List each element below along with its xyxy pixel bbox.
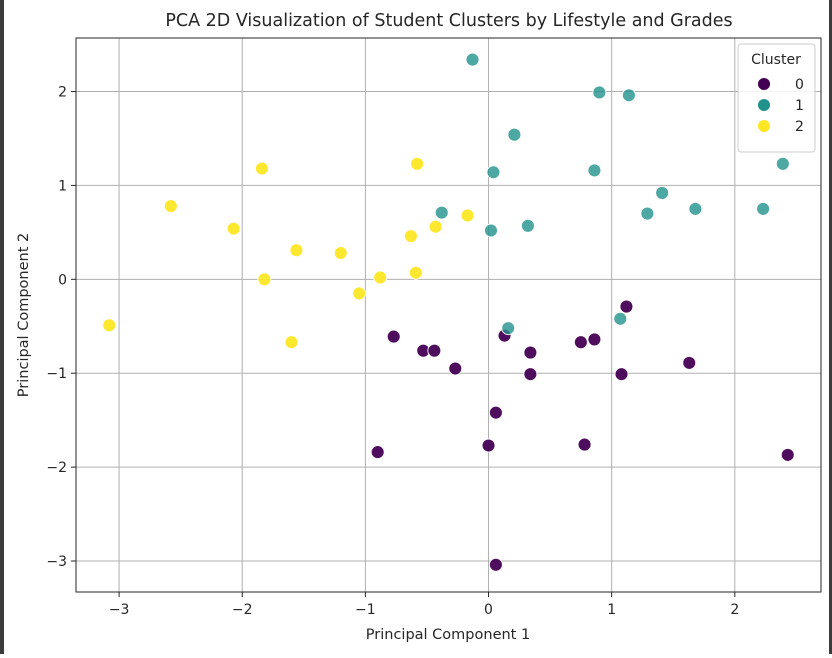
data-point-cluster-1	[640, 206, 655, 221]
x-tick-label: −2	[232, 602, 253, 618]
data-point-cluster-0	[370, 445, 385, 460]
data-point-cluster-2	[410, 156, 425, 171]
window-right-border	[829, 0, 832, 654]
data-point-cluster-0	[523, 367, 538, 382]
data-point-cluster-0	[614, 367, 629, 382]
legend-marker-2	[757, 119, 771, 133]
data-point-cluster-0	[573, 335, 588, 350]
data-point-cluster-1	[484, 223, 498, 238]
data-point-cluster-1	[655, 185, 670, 200]
data-point-cluster-1	[756, 201, 771, 216]
x-axis-ticks: −3 −2 −1 0 1 2	[109, 592, 739, 618]
data-point-cluster-0	[577, 437, 592, 452]
x-tick-label: 2	[730, 602, 739, 618]
legend-marker-1	[757, 98, 771, 112]
x-tick-label: 1	[607, 602, 616, 618]
data-point-cluster-1	[501, 321, 516, 336]
data-point-cluster-1	[592, 85, 607, 100]
y-tick-label: 0	[58, 272, 67, 288]
data-point-cluster-1	[520, 218, 535, 233]
data-point-cluster-0	[682, 355, 697, 370]
chart-title: PCA 2D Visualization of Student Clusters…	[165, 11, 732, 31]
scatter-points	[102, 52, 795, 572]
plot-area-frame	[75, 37, 822, 593]
y-tick-label: 2	[58, 85, 67, 101]
window-left-border	[0, 0, 4, 654]
data-point-cluster-2	[289, 243, 304, 258]
data-point-cluster-2	[403, 229, 418, 244]
data-point-cluster-2	[352, 286, 367, 301]
data-point-cluster-0	[619, 299, 634, 314]
x-axis-label: Principal Component 1	[366, 627, 530, 643]
legend-title: Cluster	[751, 52, 801, 68]
legend-entries: 0 1 2	[757, 77, 804, 135]
data-point-cluster-1	[621, 88, 636, 103]
y-tick-label: 1	[58, 178, 67, 194]
data-point-cluster-0	[587, 332, 602, 347]
x-tick-label: −3	[109, 602, 130, 618]
data-point-cluster-0	[523, 345, 538, 360]
data-point-cluster-1	[587, 163, 602, 178]
data-point-cluster-2	[408, 265, 423, 280]
x-tick-label: 0	[484, 602, 493, 618]
y-tick-label: −1	[46, 366, 67, 382]
data-point-cluster-0	[481, 438, 496, 453]
data-point-cluster-2	[373, 270, 388, 285]
data-point-cluster-1	[688, 201, 703, 216]
data-point-cluster-2	[254, 161, 269, 176]
data-point-cluster-1	[465, 52, 480, 67]
data-point-cluster-0	[488, 557, 503, 572]
data-point-cluster-1	[486, 165, 501, 180]
data-point-cluster-2	[428, 219, 443, 234]
data-point-cluster-2	[460, 208, 475, 223]
data-point-cluster-0	[488, 405, 503, 420]
legend-marker-0	[757, 77, 771, 91]
data-point-cluster-0	[386, 329, 401, 344]
y-tick-label: −2	[46, 460, 67, 476]
data-point-cluster-0	[780, 447, 795, 462]
data-point-cluster-2	[284, 335, 299, 350]
y-axis-label: Principal Component 2	[16, 233, 32, 397]
data-point-cluster-2	[333, 246, 348, 260]
data-point-cluster-0	[427, 343, 442, 358]
y-axis-ticks: −3 −2 −1 0 1 2	[46, 85, 76, 570]
legend: Cluster 0 1 2	[737, 43, 816, 153]
legend-label-2: 2	[795, 119, 804, 135]
grid-lines	[76, 38, 821, 592]
data-point-cluster-0	[448, 361, 463, 376]
data-point-cluster-2	[163, 199, 178, 214]
data-point-cluster-1	[434, 205, 449, 220]
legend-label-0: 0	[795, 77, 804, 93]
data-point-cluster-2	[102, 318, 117, 333]
data-point-cluster-2	[226, 221, 241, 236]
data-point-cluster-1	[613, 311, 628, 326]
x-tick-label: −1	[355, 602, 376, 618]
y-tick-label: −3	[46, 554, 67, 570]
data-point-cluster-1	[507, 127, 522, 142]
legend-label-1: 1	[795, 98, 804, 114]
data-point-cluster-2	[257, 272, 272, 287]
data-point-cluster-1	[775, 156, 790, 171]
